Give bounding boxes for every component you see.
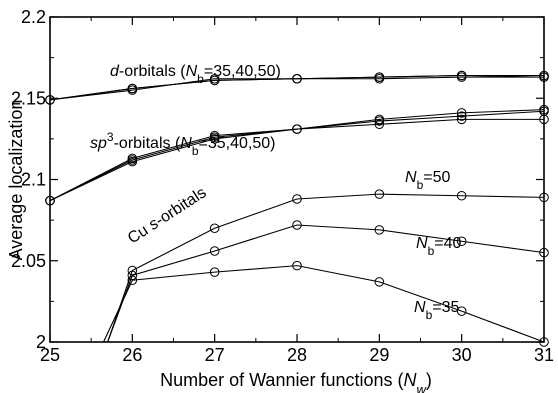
y-axis-label: Average localization bbox=[6, 100, 26, 261]
data-point bbox=[292, 194, 302, 204]
data-point bbox=[456, 306, 467, 316]
series-line bbox=[103, 265, 545, 343]
annotation-d-orbitals: d-orbitals (Nb=35,40,50) bbox=[110, 63, 281, 86]
x-tick-label: 29 bbox=[369, 345, 389, 365]
data-point bbox=[209, 267, 220, 277]
data-point bbox=[127, 265, 138, 276]
annotation-nb40: Nb=40 bbox=[416, 235, 461, 258]
series-s-nb40 bbox=[107, 220, 549, 343]
series-sp3-nb35 bbox=[45, 114, 549, 206]
x-tick-label: 31 bbox=[534, 345, 554, 365]
series-line bbox=[107, 193, 545, 343]
data-point bbox=[127, 270, 138, 281]
y-tick-label: 2.05 bbox=[11, 251, 46, 271]
data-point bbox=[292, 260, 302, 271]
series-line bbox=[49, 74, 544, 101]
data-point bbox=[456, 236, 467, 247]
data-point bbox=[456, 70, 467, 81]
annotation-sp3-orbitals: sp3-orbitals (Nb=35,40,50) bbox=[90, 130, 275, 158]
x-tick-label: 26 bbox=[122, 345, 142, 365]
data-point bbox=[456, 190, 467, 201]
series-line bbox=[49, 109, 545, 202]
tick-labels: 25 26 27 28 29 30 31 2 2.05 2.1 2.15 2.2 bbox=[11, 7, 554, 365]
annotation-nb35: Nb=35 bbox=[414, 299, 459, 322]
x-tick-label: 27 bbox=[205, 345, 225, 365]
data-point bbox=[456, 114, 467, 125]
data-point bbox=[456, 108, 467, 118]
data-point bbox=[209, 130, 220, 141]
data-point bbox=[374, 72, 385, 82]
data-point bbox=[456, 111, 467, 121]
x-axis-label: Number of Wannier functions (Nw) bbox=[160, 370, 432, 393]
ticks-layer bbox=[49, 16, 545, 343]
series-line bbox=[49, 76, 544, 101]
data-point bbox=[127, 153, 138, 164]
y-tick-label: 2.2 bbox=[21, 7, 46, 27]
annotation-nb50: Nb=50 bbox=[405, 169, 450, 192]
data-point bbox=[209, 223, 220, 234]
series-sp3-nb40 bbox=[45, 106, 549, 206]
data-point bbox=[292, 73, 302, 84]
series-s-nb35 bbox=[103, 260, 549, 347]
data-point bbox=[374, 225, 385, 235]
data-point bbox=[292, 220, 302, 230]
data-point bbox=[127, 275, 138, 286]
series-sp3-nb50 bbox=[45, 104, 549, 206]
x-tick-label: 30 bbox=[452, 345, 472, 365]
data-point bbox=[374, 114, 385, 125]
data-point bbox=[292, 124, 302, 134]
data-point bbox=[209, 73, 220, 84]
data-point bbox=[374, 277, 385, 287]
data-point bbox=[127, 85, 138, 95]
series-line bbox=[49, 118, 544, 202]
series-layer bbox=[45, 70, 549, 347]
data-point bbox=[374, 119, 385, 130]
x-tick-label: 28 bbox=[287, 345, 307, 365]
x-tick-label: 25 bbox=[40, 345, 60, 365]
data-point bbox=[374, 189, 385, 199]
y-tick-label: 2.1 bbox=[21, 170, 46, 190]
series-line bbox=[107, 224, 545, 343]
data-point bbox=[209, 246, 220, 256]
series-s-nb50 bbox=[107, 189, 549, 343]
y-tick-label: 2 bbox=[36, 332, 46, 352]
y-tick-label: 2.15 bbox=[11, 88, 46, 108]
